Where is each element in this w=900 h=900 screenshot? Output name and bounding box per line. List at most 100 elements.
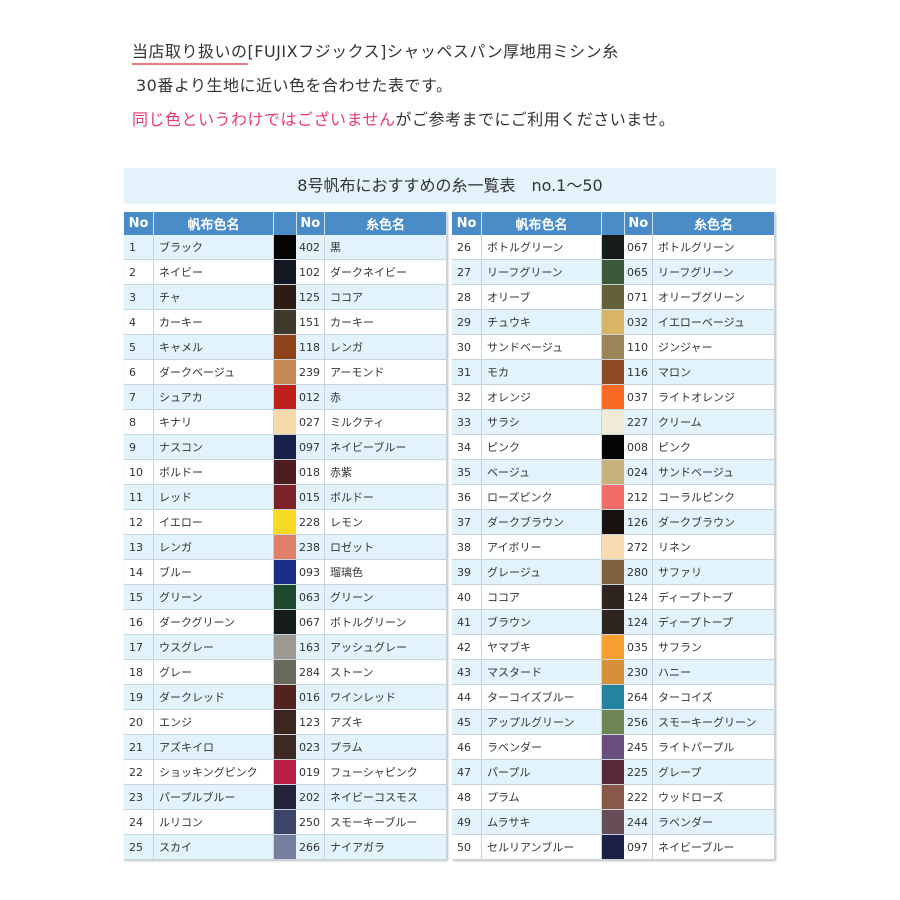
thread-color-name: オリーブグリーン <box>652 284 775 310</box>
color-swatch <box>273 409 296 435</box>
header-thread-color: 糸色名 <box>324 212 447 235</box>
thread-color-name: リネン <box>652 534 775 560</box>
table-row: 30 サンドベージュ 110 ジンジャー <box>452 334 775 360</box>
table-row: 47 パープル 225 グレープ <box>452 759 775 785</box>
fabric-color-name: グレージュ <box>481 559 602 585</box>
fabric-color-name: アップルグリーン <box>481 709 602 735</box>
fabric-no: 34 <box>452 434 482 460</box>
table-row: 12 イエロー 228 レモン <box>124 509 447 535</box>
thread-no: 230 <box>624 659 653 685</box>
color-swatch <box>273 759 296 785</box>
color-swatch <box>601 509 624 535</box>
color-swatch <box>601 684 624 710</box>
fabric-no: 47 <box>452 759 482 785</box>
thread-color-name: ライトオレンジ <box>652 384 775 410</box>
color-swatch <box>601 235 624 260</box>
fabric-color-name: ボルドー <box>153 459 274 485</box>
table-row: 6 ダークベージュ 239 アーモンド <box>124 359 447 385</box>
color-swatch <box>601 334 624 360</box>
table-row: 9 ナスコン 097 ネイビーブルー <box>124 434 447 460</box>
color-swatch <box>273 434 296 460</box>
header-fabric-color: 帆布色名 <box>153 212 274 235</box>
table-row: 21 アズキイロ 023 プラム <box>124 734 447 760</box>
thread-no: 239 <box>296 359 325 385</box>
table-row: 25 スカイ 266 ナイアガラ <box>124 834 447 860</box>
thread-color-name: サフラン <box>652 634 775 660</box>
fabric-no: 39 <box>452 559 482 585</box>
thread-no: 402 <box>296 235 325 260</box>
thread-color-name: グリーン <box>324 584 447 610</box>
color-swatch <box>601 834 624 860</box>
table-row: 1 ブラック 402 黒 <box>124 235 447 260</box>
fabric-color-name: パープルブルー <box>153 784 274 810</box>
color-swatch <box>273 659 296 685</box>
fabric-color-name: ダークレッド <box>153 684 274 710</box>
table-row: 23 パープルブルー 202 ネイビーコスモス <box>124 784 447 810</box>
table-row: 8 キナリ 027 ミルクティ <box>124 409 447 435</box>
color-swatch <box>601 584 624 610</box>
thread-no: 110 <box>624 334 653 360</box>
fabric-no: 20 <box>124 709 154 735</box>
thread-color-name: ネイビーブルー <box>324 434 447 460</box>
header-no: No <box>452 212 482 235</box>
thread-color-name: 黒 <box>324 235 447 260</box>
thread-no: 225 <box>624 759 653 785</box>
fabric-color-name: キャメル <box>153 334 274 360</box>
thread-no: 264 <box>624 684 653 710</box>
fabric-no: 38 <box>452 534 482 560</box>
fabric-no: 28 <box>452 284 482 310</box>
thread-no: 212 <box>624 484 653 510</box>
header-swatch <box>601 212 625 235</box>
thread-no: 124 <box>624 584 653 610</box>
fabric-color-name: キナリ <box>153 409 274 435</box>
intro-line-3: 同じ色というわけではございませんがご参考までにご利用くださいませ。 <box>132 106 675 130</box>
fabric-no: 44 <box>452 684 482 710</box>
fabric-no: 6 <box>124 359 154 385</box>
fabric-no: 25 <box>124 834 154 860</box>
fabric-color-name: チュウキ <box>481 309 602 335</box>
fabric-color-name: アズキイロ <box>153 734 274 760</box>
table-row: 7 シュアカ 012 赤 <box>124 384 447 410</box>
thread-color-name: マロン <box>652 359 775 385</box>
color-swatch <box>273 284 296 310</box>
table-row: 13 レンガ 238 ロゼット <box>124 534 447 560</box>
fabric-color-name: ブラウン <box>481 609 602 635</box>
fabric-no: 21 <box>124 734 154 760</box>
thread-color-name: アッシュグレー <box>324 634 447 660</box>
color-swatch <box>273 534 296 560</box>
color-swatch <box>601 634 624 660</box>
thread-no: 284 <box>296 659 325 685</box>
fabric-no: 26 <box>452 235 482 260</box>
table-row: 46 ラベンダー 245 ライトパープル <box>452 734 775 760</box>
color-swatch <box>273 784 296 810</box>
fabric-no: 11 <box>124 484 154 510</box>
thread-no: 067 <box>624 235 653 260</box>
table-row: 22 ショッキングピンク 019 フューシャピンク <box>124 759 447 785</box>
fabric-no: 32 <box>452 384 482 410</box>
table-title: 8号帆布におすすめの糸一覧表 no.1〜50 <box>124 168 776 204</box>
color-swatch <box>273 235 296 260</box>
intro-underlined-text: 当店取り扱いの <box>132 42 248 65</box>
thread-no: 023 <box>296 734 325 760</box>
fabric-color-name: セルリアンブルー <box>481 834 602 860</box>
table-row: 2 ネイビー 102 ダークネイビー <box>124 259 447 285</box>
thread-color-name: スモーキーグリーン <box>652 709 775 735</box>
thread-color-name: ターコイズ <box>652 684 775 710</box>
thread-color-name: ロゼット <box>324 534 447 560</box>
thread-no: 228 <box>296 509 325 535</box>
thread-no: 037 <box>624 384 653 410</box>
header-thread-no: No <box>296 212 325 235</box>
thread-no: 250 <box>296 809 325 835</box>
color-swatch <box>273 709 296 735</box>
thread-color-name: グレープ <box>652 759 775 785</box>
thread-no: 244 <box>624 809 653 835</box>
fabric-no: 41 <box>452 609 482 635</box>
table-header-row: No 帆布色名 No 糸色名 <box>124 212 447 235</box>
fabric-no: 23 <box>124 784 154 810</box>
fabric-no: 40 <box>452 584 482 610</box>
thread-no: 065 <box>624 259 653 285</box>
thread-no: 116 <box>624 359 653 385</box>
table-row: 33 サラシ 227 クリーム <box>452 409 775 435</box>
color-swatch <box>273 609 296 635</box>
header-thread-color: 糸色名 <box>652 212 775 235</box>
